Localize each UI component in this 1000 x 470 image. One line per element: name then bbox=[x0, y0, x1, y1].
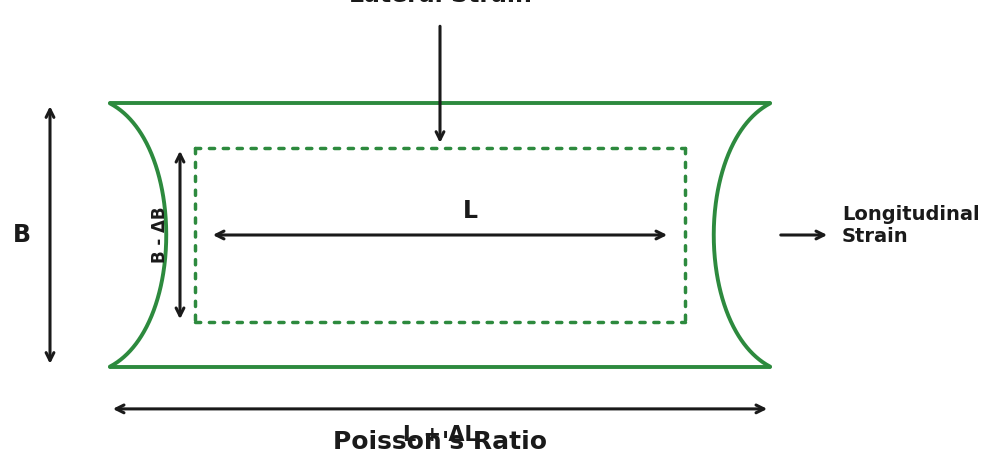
Text: Lateral Strain: Lateral Strain bbox=[349, 0, 531, 7]
Text: Poisson's Ratio: Poisson's Ratio bbox=[333, 430, 547, 454]
Text: L: L bbox=[462, 199, 478, 224]
Text: Longitudinal
Strain: Longitudinal Strain bbox=[842, 205, 980, 246]
Text: B - ΔB: B - ΔB bbox=[151, 207, 169, 263]
Text: L + ΔL: L + ΔL bbox=[403, 425, 477, 445]
Text: B: B bbox=[13, 223, 31, 247]
